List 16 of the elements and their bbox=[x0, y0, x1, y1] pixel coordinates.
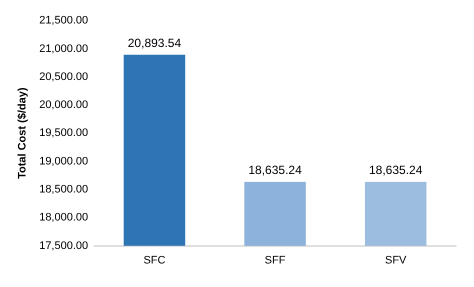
y-tick-label: 19,500.00 bbox=[39, 127, 88, 140]
y-tick-label: 19,000.00 bbox=[39, 155, 88, 168]
y-tick-label: 20,500.00 bbox=[39, 70, 88, 83]
y-tick-label: 21,000.00 bbox=[39, 42, 88, 55]
data-label: 18,635.24 bbox=[368, 163, 423, 178]
y-tick-label: 17,500.00 bbox=[39, 240, 88, 252]
x-tick-label: SFC bbox=[143, 254, 166, 266]
y-axis-title: Total Cost ($/day) bbox=[16, 87, 29, 179]
x-tick-label: SFV bbox=[384, 254, 408, 266]
data-label: 18,635.24 bbox=[248, 163, 302, 178]
y-tick-label: 18,500.00 bbox=[39, 184, 88, 196]
data-label: 20,893.54 bbox=[128, 36, 182, 50]
y-tick-label: 20,000.00 bbox=[39, 99, 88, 112]
x-tick-label: SFF bbox=[264, 254, 286, 266]
y-tick-label: 21,500.00 bbox=[39, 14, 88, 27]
y-tick-label: 18,000.00 bbox=[39, 212, 88, 224]
